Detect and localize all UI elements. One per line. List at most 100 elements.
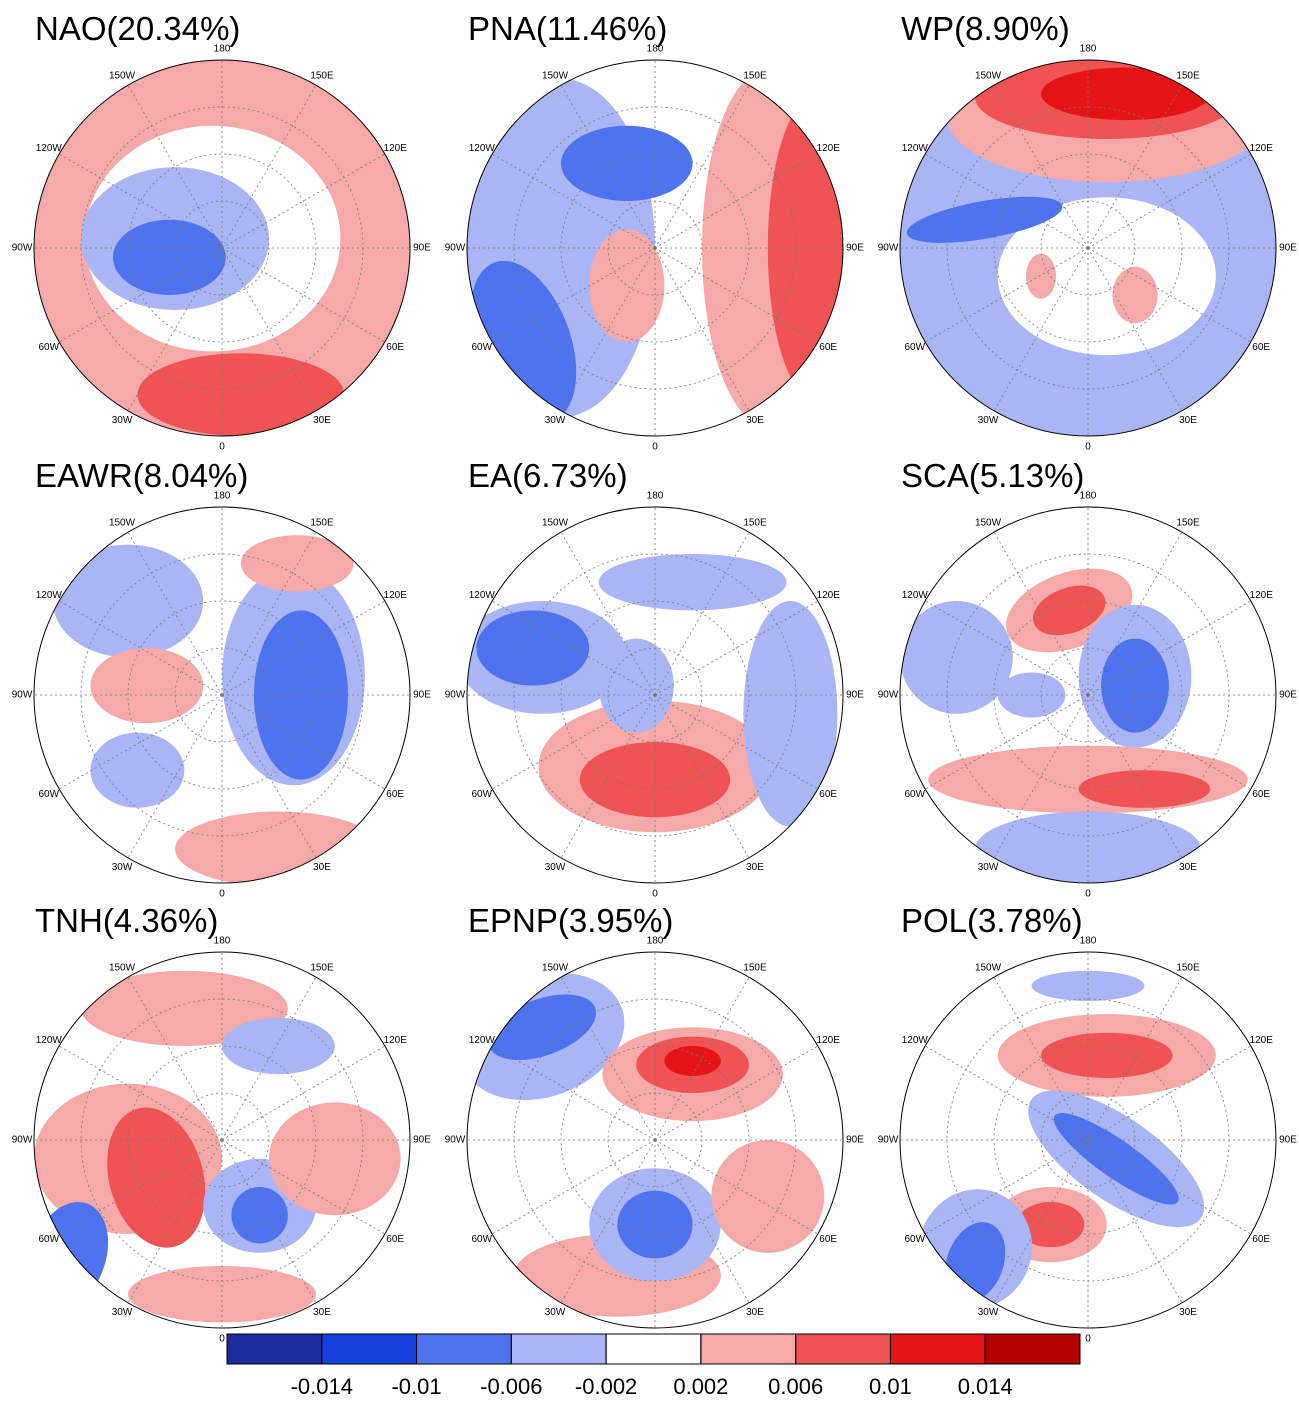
- longitude-label: 90W: [445, 690, 466, 701]
- longitude-label: 120E: [384, 590, 408, 601]
- longitude-label: 60W: [39, 342, 60, 353]
- longitude-label: 0: [1085, 442, 1091, 453]
- anomaly-region: [599, 554, 787, 610]
- longitude-label: 120W: [469, 1035, 496, 1046]
- longitude-label: 90W: [878, 1135, 899, 1146]
- longitude-label: 60W: [905, 789, 926, 800]
- colorbar-segment: [511, 1334, 606, 1364]
- colorbar-label: 0.006: [768, 1374, 823, 1399]
- longitude-label: 120E: [384, 143, 408, 154]
- longitude-label: 90E: [1279, 1135, 1297, 1146]
- longitude-label: 30W: [545, 1307, 566, 1318]
- longitude-label: 180: [214, 491, 231, 502]
- longitude-label: 150E: [310, 517, 334, 528]
- anomaly-region: [589, 229, 664, 342]
- longitude-label: 150W: [542, 517, 569, 528]
- colorbar-segment: [890, 1334, 985, 1364]
- anomaly-region: [90, 733, 184, 808]
- colorbar-label: 0.014: [958, 1374, 1013, 1399]
- longitude-label: 0: [1085, 889, 1091, 900]
- colorbar-label: -0.014: [291, 1374, 353, 1399]
- longitude-label: 120W: [902, 590, 929, 601]
- longitude-label: 30E: [1179, 1307, 1197, 1318]
- longitude-label: 30E: [746, 415, 764, 426]
- longitude-label: 30E: [313, 1307, 331, 1318]
- anomaly-region: [128, 1266, 316, 1322]
- map-panel: EAWR(8.04%)180150E120E90E60E30E030W60W90…: [12, 457, 432, 900]
- longitude-label: 60E: [819, 342, 837, 353]
- longitude-label: 30E: [1179, 862, 1197, 873]
- longitude-label: 150W: [109, 962, 136, 973]
- field: [442, 951, 843, 1328]
- longitude-label: 60E: [1252, 342, 1270, 353]
- panel-title: POL(3.78%): [901, 902, 1083, 939]
- colorbar-label: -0.002: [575, 1374, 637, 1399]
- anomaly-region: [711, 1140, 824, 1253]
- anomaly-region: [53, 545, 203, 658]
- longitude-label: 30E: [1179, 415, 1197, 426]
- panel-title: EA(6.73%): [468, 457, 628, 494]
- colorbar-segment: [417, 1334, 512, 1364]
- panel-title: PNA(11.46%): [468, 10, 667, 47]
- longitude-label: 60W: [39, 1234, 60, 1245]
- longitude-label: 90E: [1279, 690, 1297, 701]
- longitude-label: 150W: [542, 70, 569, 81]
- colorbar-segment: [606, 1334, 701, 1364]
- longitude-label: 60W: [472, 342, 493, 353]
- longitude-label: 120E: [817, 1035, 841, 1046]
- anomaly-region: [1079, 770, 1211, 808]
- longitude-label: 120E: [1250, 143, 1274, 154]
- longitude-label: 30E: [746, 862, 764, 873]
- longitude-label: 180: [214, 44, 231, 55]
- longitude-label: 90E: [846, 243, 864, 254]
- colorbar-label: -0.01: [391, 1374, 441, 1399]
- longitude-label: 90W: [12, 1135, 33, 1146]
- longitude-label: 180: [214, 936, 231, 947]
- map-panel: NAO(20.34%)180150E120E90E60E30E030W60W90…: [0, 10, 448, 474]
- longitude-label: 60W: [905, 342, 926, 353]
- longitude-label: 30W: [112, 415, 133, 426]
- anomaly-region: [1101, 639, 1169, 733]
- panel-title: SCA(5.13%): [901, 457, 1084, 494]
- map-panel: WP(8.90%)180150E120E90E60E30E030W60W90W1…: [862, 10, 1299, 474]
- longitude-label: 120W: [469, 590, 496, 601]
- longitude-label: 90W: [445, 243, 466, 254]
- longitude-label: 150E: [743, 517, 767, 528]
- longitude-label: 30W: [112, 1307, 133, 1318]
- map-panel: SCA(5.13%)180150E120E90E60E30E030W60W90W…: [878, 457, 1298, 900]
- longitude-label: 60E: [386, 342, 404, 353]
- anomaly-region: [269, 1102, 401, 1215]
- longitude-label: 60E: [386, 1234, 404, 1245]
- longitude-label: 0: [652, 889, 658, 900]
- longitude-label: 180: [647, 44, 664, 55]
- map-panel: TNH(4.36%)180150E120E90E60E30E030W60W90W…: [12, 902, 432, 1345]
- longitude-label: 150W: [975, 70, 1002, 81]
- longitude-label: 150E: [1176, 517, 1200, 528]
- longitude-label: 150E: [310, 962, 334, 973]
- anomaly-region: [561, 126, 693, 201]
- longitude-label: 30W: [112, 862, 133, 873]
- longitude-label: 60E: [386, 789, 404, 800]
- longitude-label: 90E: [846, 1135, 864, 1146]
- panel-title: NAO(20.34%): [35, 10, 240, 47]
- longitude-label: 150W: [975, 962, 1002, 973]
- longitude-label: 0: [652, 442, 658, 453]
- map-panel: PNA(11.46%)180150E120E90E60E30E030W60W90…: [445, 10, 865, 453]
- anomaly-region: [476, 610, 589, 685]
- colorbar-segment: [985, 1334, 1080, 1364]
- longitude-label: 90E: [1279, 243, 1297, 254]
- longitude-label: 150W: [975, 517, 1002, 528]
- longitude-label: 90E: [413, 243, 431, 254]
- longitude-label: 120W: [36, 143, 63, 154]
- longitude-label: 150W: [109, 70, 136, 81]
- longitude-label: 30E: [313, 862, 331, 873]
- longitude-label: 30W: [545, 415, 566, 426]
- longitude-label: 180: [1080, 44, 1097, 55]
- longitude-label: 30E: [313, 415, 331, 426]
- longitude-label: 30W: [978, 1307, 999, 1318]
- longitude-label: 90W: [878, 243, 899, 254]
- longitude-label: 60E: [819, 789, 837, 800]
- colorbar-label: -0.006: [480, 1374, 542, 1399]
- longitude-label: 120E: [817, 143, 841, 154]
- anomaly-region: [1112, 267, 1157, 323]
